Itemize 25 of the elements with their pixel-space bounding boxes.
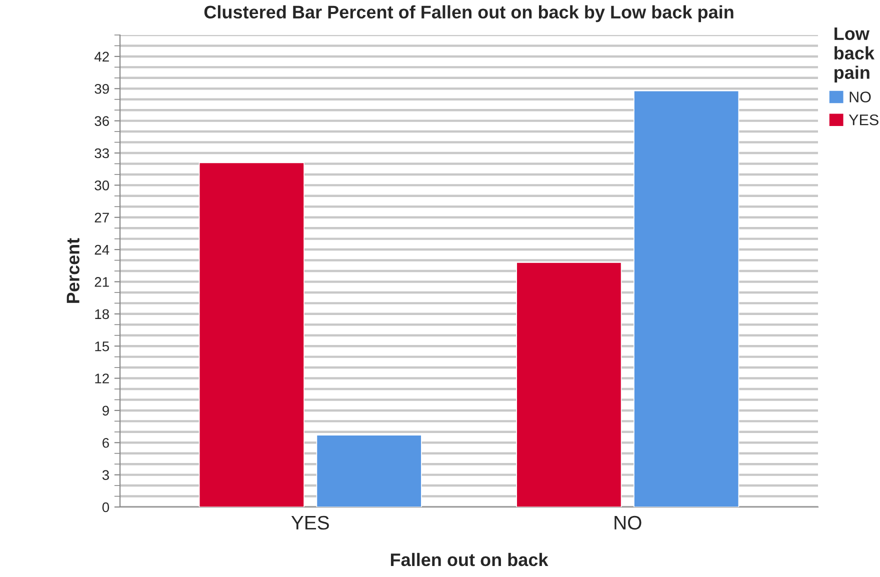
y-tick-label: 3 [102, 470, 109, 480]
bar [198, 162, 304, 507]
y-tick-label: 39 [94, 84, 109, 94]
y-tick-label: 21 [94, 277, 109, 287]
y-tick-label: 33 [94, 148, 109, 158]
x-axis-title: Fallen out on back [390, 552, 548, 566]
y-tick-label: 15 [95, 342, 110, 352]
y-tick-label: 42 [94, 52, 109, 62]
y-tick-label: 18 [95, 309, 109, 320]
y-tick-label: 6 [102, 438, 109, 448]
y-tick-label: 0 [102, 502, 110, 512]
chart-title: Clustered Bar Percent of Fallen out on back by Low back pain [204, 5, 734, 22]
y-tick-label: 30 [94, 180, 110, 190]
legend-title: Low back pain [834, 27, 875, 83]
bar [634, 90, 740, 507]
y-tick-label: 36 [94, 116, 109, 126]
bar [316, 434, 422, 507]
legend-label: YES [848, 114, 878, 126]
y-tick-label: 9 [102, 406, 109, 416]
legend-label: NO [850, 92, 871, 102]
y-axis-title: Percent [66, 238, 80, 303]
y-tick-label: 12 [95, 374, 109, 384]
y-tick-label: 27 [94, 212, 109, 222]
bar [516, 262, 622, 507]
y-tick-label: 24 [94, 244, 110, 255]
